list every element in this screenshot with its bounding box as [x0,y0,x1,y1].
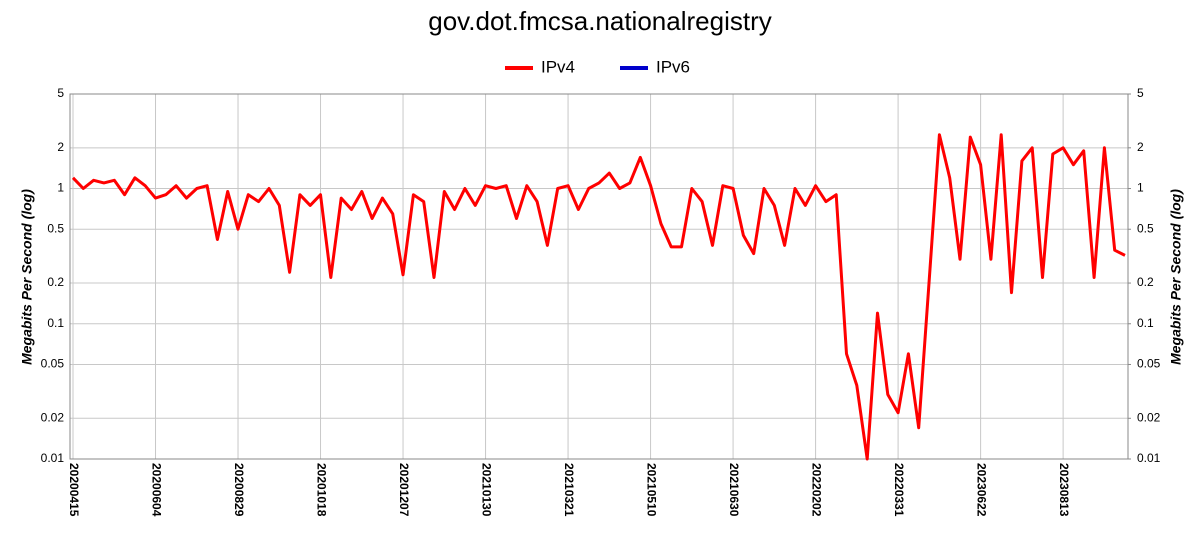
y2-tick-label: 0.02 [1137,410,1161,424]
x-tick-label: 20210510 [644,463,658,517]
y2-tick-label: 0.1 [1137,316,1154,330]
y2-axis-title: Megabits Per Second (log) [1168,189,1184,365]
x-tick-label: 20220202 [809,463,823,517]
y2-tick-label: 0.5 [1137,221,1154,235]
x-tick-label: 20210130 [479,463,493,517]
y-tick-label: 0.5 [47,221,64,235]
y2-tick-label: 0.01 [1137,451,1161,465]
y2-tick-label: 0.05 [1137,357,1161,371]
y-tick-label: 0.05 [41,357,65,371]
chart-title: gov.dot.fmcsa.nationalregistry [428,6,771,36]
y-tick-label: 1 [57,181,64,195]
y2-tick-label: 2 [1137,140,1144,154]
y2-tick-label: 5 [1137,86,1144,100]
plot-frame [69,93,1129,460]
y-tick-label: 0.2 [47,275,64,289]
x-tick-label: 20230622 [974,463,988,517]
legend-label: IPv4 [541,57,575,76]
y-tick-label: 2 [57,140,64,154]
legend-label: IPv6 [656,57,690,76]
series-line [71,133,1126,461]
x-tick-label: 20200604 [149,463,163,517]
y-tick-label: 0.02 [41,410,65,424]
y-tick-label: 0.1 [47,316,64,330]
x-tick-label: 20201018 [314,463,328,517]
x-tick-label: 20210321 [562,463,576,517]
x-tick-label: 20201207 [397,463,411,517]
y-tick-label: 0.01 [41,451,65,465]
y-axis-title: Megabits Per Second (log) [19,189,35,365]
x-tick-label: 20200829 [232,463,246,517]
y-tick-label: 5 [57,86,64,100]
x-tick-label: 20220331 [892,463,906,517]
x-tick-label: 20200415 [67,463,81,517]
y2-tick-label: 1 [1137,181,1144,195]
x-tick-label: 20230813 [1057,463,1071,517]
y2-tick-label: 0.2 [1137,275,1154,289]
x-tick-label: 20210630 [727,463,741,517]
